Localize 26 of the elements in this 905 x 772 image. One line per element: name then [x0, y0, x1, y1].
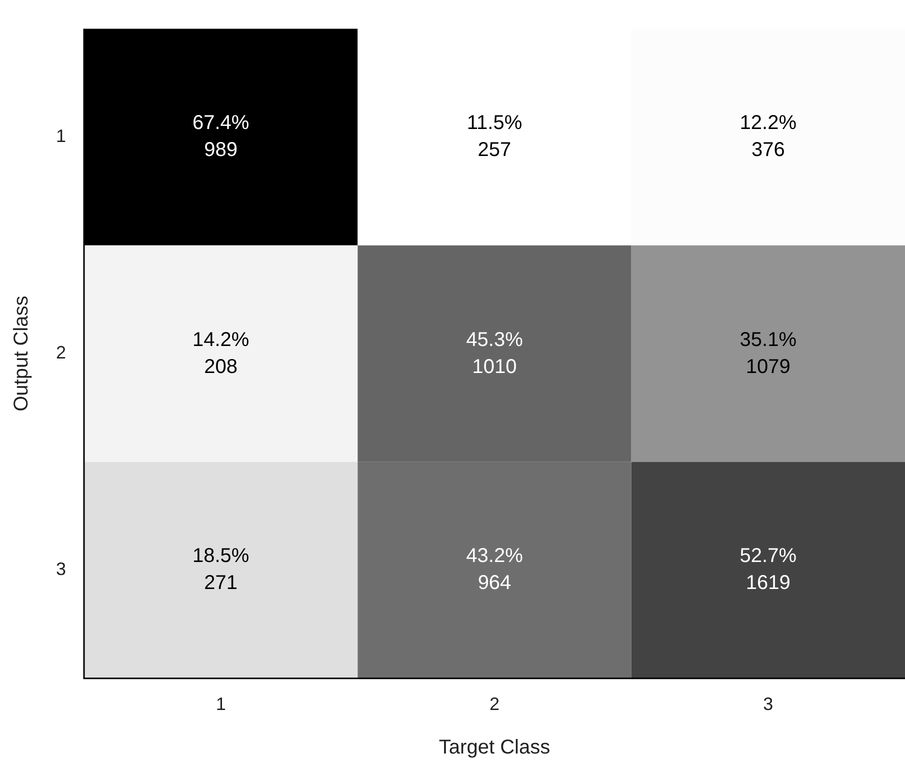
- x-tick-label: 3: [763, 694, 774, 714]
- data-label: 11.5%: [466, 112, 522, 134]
- annotation: 964: [478, 572, 512, 594]
- annotation: 257: [478, 139, 512, 162]
- x-axis-title: Target Class: [438, 736, 550, 759]
- data-label: 45.3%: [466, 328, 523, 351]
- data-label: 35.1%: [740, 328, 797, 351]
- annotation: 271: [204, 572, 238, 594]
- data-label: 43.2%: [466, 545, 523, 568]
- annotation: 1619: [746, 572, 790, 594]
- x-tick-label: 1: [216, 694, 226, 714]
- annotation: 208: [204, 356, 238, 378]
- data-label: 67.4%: [192, 112, 250, 134]
- y-axis-title: Output Class: [10, 296, 33, 412]
- data-label: 18.5%: [192, 545, 250, 568]
- annotation: 1010: [472, 356, 517, 378]
- annotation: 376: [751, 139, 785, 162]
- y-tick-label: 1: [56, 126, 66, 146]
- annotation: 989: [204, 139, 238, 162]
- x-tick-label: 2: [490, 694, 500, 714]
- data-label: 14.2%: [192, 328, 250, 351]
- y-tick-label: 3: [56, 559, 66, 580]
- annotation: 1079: [746, 356, 790, 378]
- data-label: 12.2%: [740, 112, 797, 134]
- data-label: 52.7%: [740, 545, 797, 568]
- y-tick-label: 2: [56, 342, 66, 363]
